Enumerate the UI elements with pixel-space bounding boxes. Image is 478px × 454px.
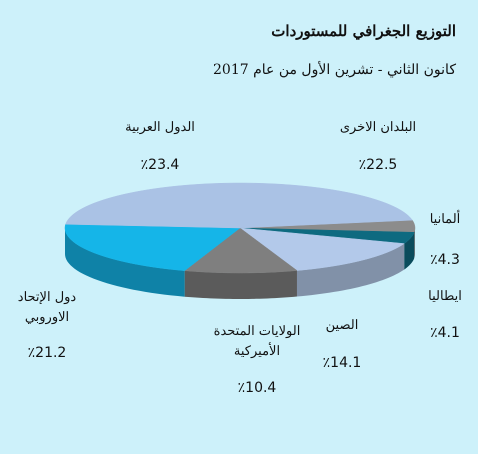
slice [236, 182, 413, 229]
value-label: ٪22.5 [358, 157, 398, 173]
slice-side [65, 228, 185, 297]
value-label: ٪4.3 [430, 252, 460, 268]
slice-label: ايطاليا [428, 289, 462, 304]
slice [239, 219, 416, 233]
slice-side [184, 270, 297, 299]
slice [65, 182, 241, 229]
slice-label: ألمانيا [429, 212, 461, 227]
slice [239, 227, 405, 271]
chart-title: التوزيع الجغرافي للمستوردات [271, 22, 456, 40]
value-label: ٪4.1 [430, 325, 460, 341]
value-label: ٪23.4 [140, 157, 180, 173]
slice-side [296, 243, 405, 297]
slice-label: الدول العربية [125, 120, 195, 135]
slice-label: الصين [325, 318, 359, 333]
value-label: ٪10.4 [237, 380, 277, 396]
slice [64, 224, 241, 271]
slice-label: البلدان الاخرى [339, 120, 417, 135]
chart-subtitle: كانون الثاني - تشرين الأول من عام 2017 [213, 62, 456, 78]
value-label: ٪21.2 [27, 345, 67, 361]
slice-label: دول الإتحاد الاوروبي [17, 290, 77, 325]
value-label: ٪14.1 [322, 355, 362, 371]
slice-side [414, 228, 415, 259]
slice-side [404, 232, 415, 270]
slice-label: الولايات المتحدة الأميركية [213, 324, 301, 359]
slice [183, 227, 298, 274]
